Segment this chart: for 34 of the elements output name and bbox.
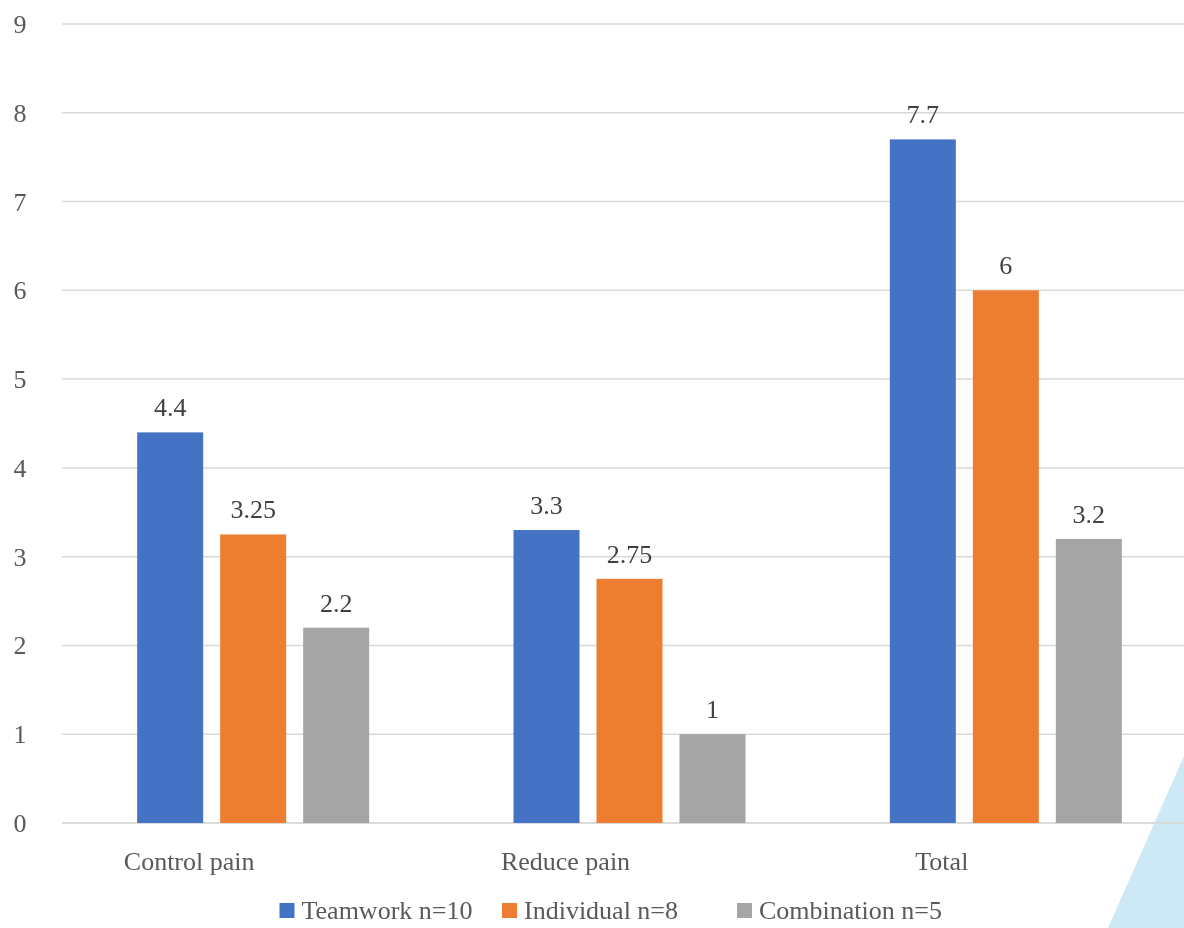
data-label: 4.4 (153, 393, 187, 423)
data-label: 1 (706, 695, 719, 725)
bar (596, 578, 663, 823)
y-tick-label: 5 (13, 365, 27, 395)
data-label: 6 (999, 251, 1013, 281)
data-label: 2.2 (319, 588, 353, 618)
y-tick-label: 6 (13, 276, 27, 306)
data-label: 2.75 (606, 539, 653, 569)
data-label: 3.3 (530, 491, 563, 521)
y-tick-label: 7 (13, 187, 27, 217)
y-tick-label: 1 (13, 720, 27, 750)
data-label: 3.25 (230, 495, 276, 525)
bar (220, 534, 287, 823)
legend-label: Combination n=5 (759, 896, 942, 925)
y-tick-label: 8 (13, 98, 27, 128)
bar (513, 530, 580, 823)
bar (303, 627, 370, 823)
bar (1055, 538, 1122, 823)
y-tick-label: 2 (13, 631, 27, 661)
bar (679, 734, 746, 823)
data-label: 7.7 (906, 100, 940, 130)
x-tick-label: Control pain (123, 847, 255, 876)
y-tick-label: 0 (13, 809, 27, 838)
bar (137, 432, 204, 823)
y-tick-label: 4 (13, 453, 27, 483)
x-tick-label: Reduce pain (500, 847, 631, 876)
legend-label: Individual n=8 (524, 896, 679, 925)
bar (889, 139, 956, 823)
bar (972, 290, 1039, 823)
legend-label: Teamwork n=10 (301, 896, 473, 925)
data-label: 3.2 (1072, 499, 1106, 529)
y-tick-label: 3 (13, 542, 27, 572)
y-tick-label: 9 (13, 10, 27, 39)
x-tick-label: Total (915, 847, 969, 876)
